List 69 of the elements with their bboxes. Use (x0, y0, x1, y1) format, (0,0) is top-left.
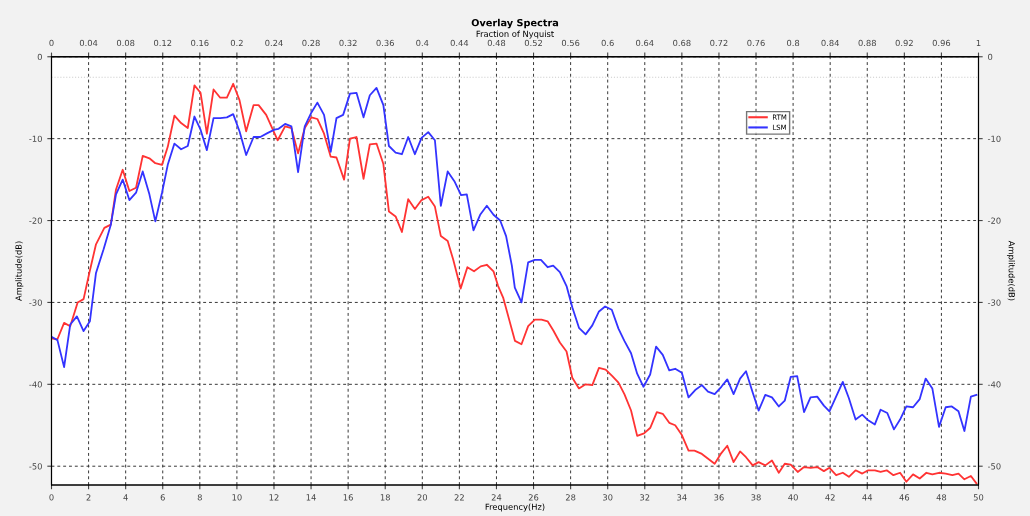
y-tick-label: -40 (29, 381, 42, 388)
x2-tick-label: 0.2 (230, 39, 243, 47)
x-tick-label: 38 (751, 494, 761, 501)
x-axis-title: Frequency(Hz) (485, 503, 545, 512)
x-tick-label: 24 (491, 494, 502, 501)
y2-tick-label: -20 (987, 217, 1001, 224)
x2-tick-label: 0.04 (79, 39, 98, 47)
y-tick-label: -30 (29, 299, 42, 306)
x-tick-label: 34 (677, 494, 687, 501)
x2-tick-label: 1 (976, 39, 981, 46)
x2-tick-label: 0.12 (154, 39, 172, 47)
x-tick-label: 14 (306, 494, 316, 501)
x-tick-label: 8 (197, 494, 202, 501)
y2-tick-label: 0 (988, 53, 993, 61)
x2-tick-label: 0.4 (416, 39, 429, 47)
x2-tick-label: 0 (49, 39, 54, 47)
x2-tick-label: 0.32 (339, 39, 357, 47)
x2-tick-label: 0.28 (302, 39, 320, 47)
x-tick-label: 6 (160, 494, 165, 501)
x2-tick-label: 0.16 (191, 39, 209, 47)
x2-tick-label: 0.96 (932, 39, 951, 47)
x2-tick-label: 0.6 (601, 39, 614, 47)
x2-tick-label: 0.76 (747, 39, 765, 47)
x2-tick-label: 0.56 (561, 39, 580, 47)
y2-tick-label: -40 (987, 381, 1001, 388)
y-tick-label: 0 (37, 53, 42, 61)
x-tick-label: 50 (973, 494, 984, 501)
x-tick-label: 16 (343, 494, 353, 501)
x-tick-label: 46 (899, 494, 910, 501)
x-tick-label: 48 (936, 494, 947, 501)
y-tick-label: -50 (29, 463, 42, 470)
x2-tick-label: 0.64 (636, 39, 654, 47)
x2-tick-label: 0.24 (265, 39, 283, 47)
x-tick-label: 42 (825, 494, 835, 501)
x-tick-label: 22 (454, 494, 464, 501)
x-tick-label: 10 (232, 494, 242, 501)
y2-axis-title: Amplitude(dB) (1006, 240, 1016, 301)
x2-tick-label: 0.72 (710, 39, 728, 47)
x2-tick-label: 0.52 (524, 39, 542, 47)
x2-tick-label: 0.92 (895, 39, 913, 47)
x-tick-label: 12 (269, 494, 279, 501)
x2-tick-label: 0.36 (376, 39, 394, 47)
x-tick-label: 26 (528, 494, 539, 501)
y2-tick-label: -10 (987, 135, 1001, 142)
x-tick-label: 4 (123, 494, 128, 501)
y-tick-label: -10 (29, 135, 42, 142)
x2-tick-label: 0.8 (787, 39, 800, 47)
x-tick-label: 0 (49, 494, 54, 501)
x2-axis-title: Fraction of Nyquist (476, 30, 554, 39)
x2-tick-label: 0.68 (673, 39, 691, 47)
x2-tick-label: 0.44 (450, 39, 469, 47)
x2-tick-label: 0.08 (116, 39, 135, 47)
x-tick-label: 36 (714, 494, 724, 501)
x-tick-label: 2 (86, 494, 91, 501)
x-tick-label: 28 (565, 494, 576, 501)
x-tick-label: 32 (640, 494, 650, 501)
y-axis-title: Amplitude(dB) (15, 241, 24, 301)
x-tick-label: 20 (417, 494, 428, 501)
x-tick-label: 40 (788, 494, 798, 501)
chart-title: Overlay Spectra (471, 18, 559, 29)
x-tick-label: 18 (380, 494, 390, 501)
x-tick-label: 44 (862, 494, 873, 501)
y2-tick-label: -30 (987, 299, 1001, 306)
y2-tick-label: -50 (987, 463, 1001, 470)
x2-tick-label: 0.84 (821, 39, 839, 47)
x2-tick-label: 0.88 (858, 39, 876, 47)
y-tick-label: -20 (29, 217, 42, 224)
x-tick-label: 30 (603, 494, 613, 501)
x2-tick-label: 0.48 (487, 39, 506, 47)
